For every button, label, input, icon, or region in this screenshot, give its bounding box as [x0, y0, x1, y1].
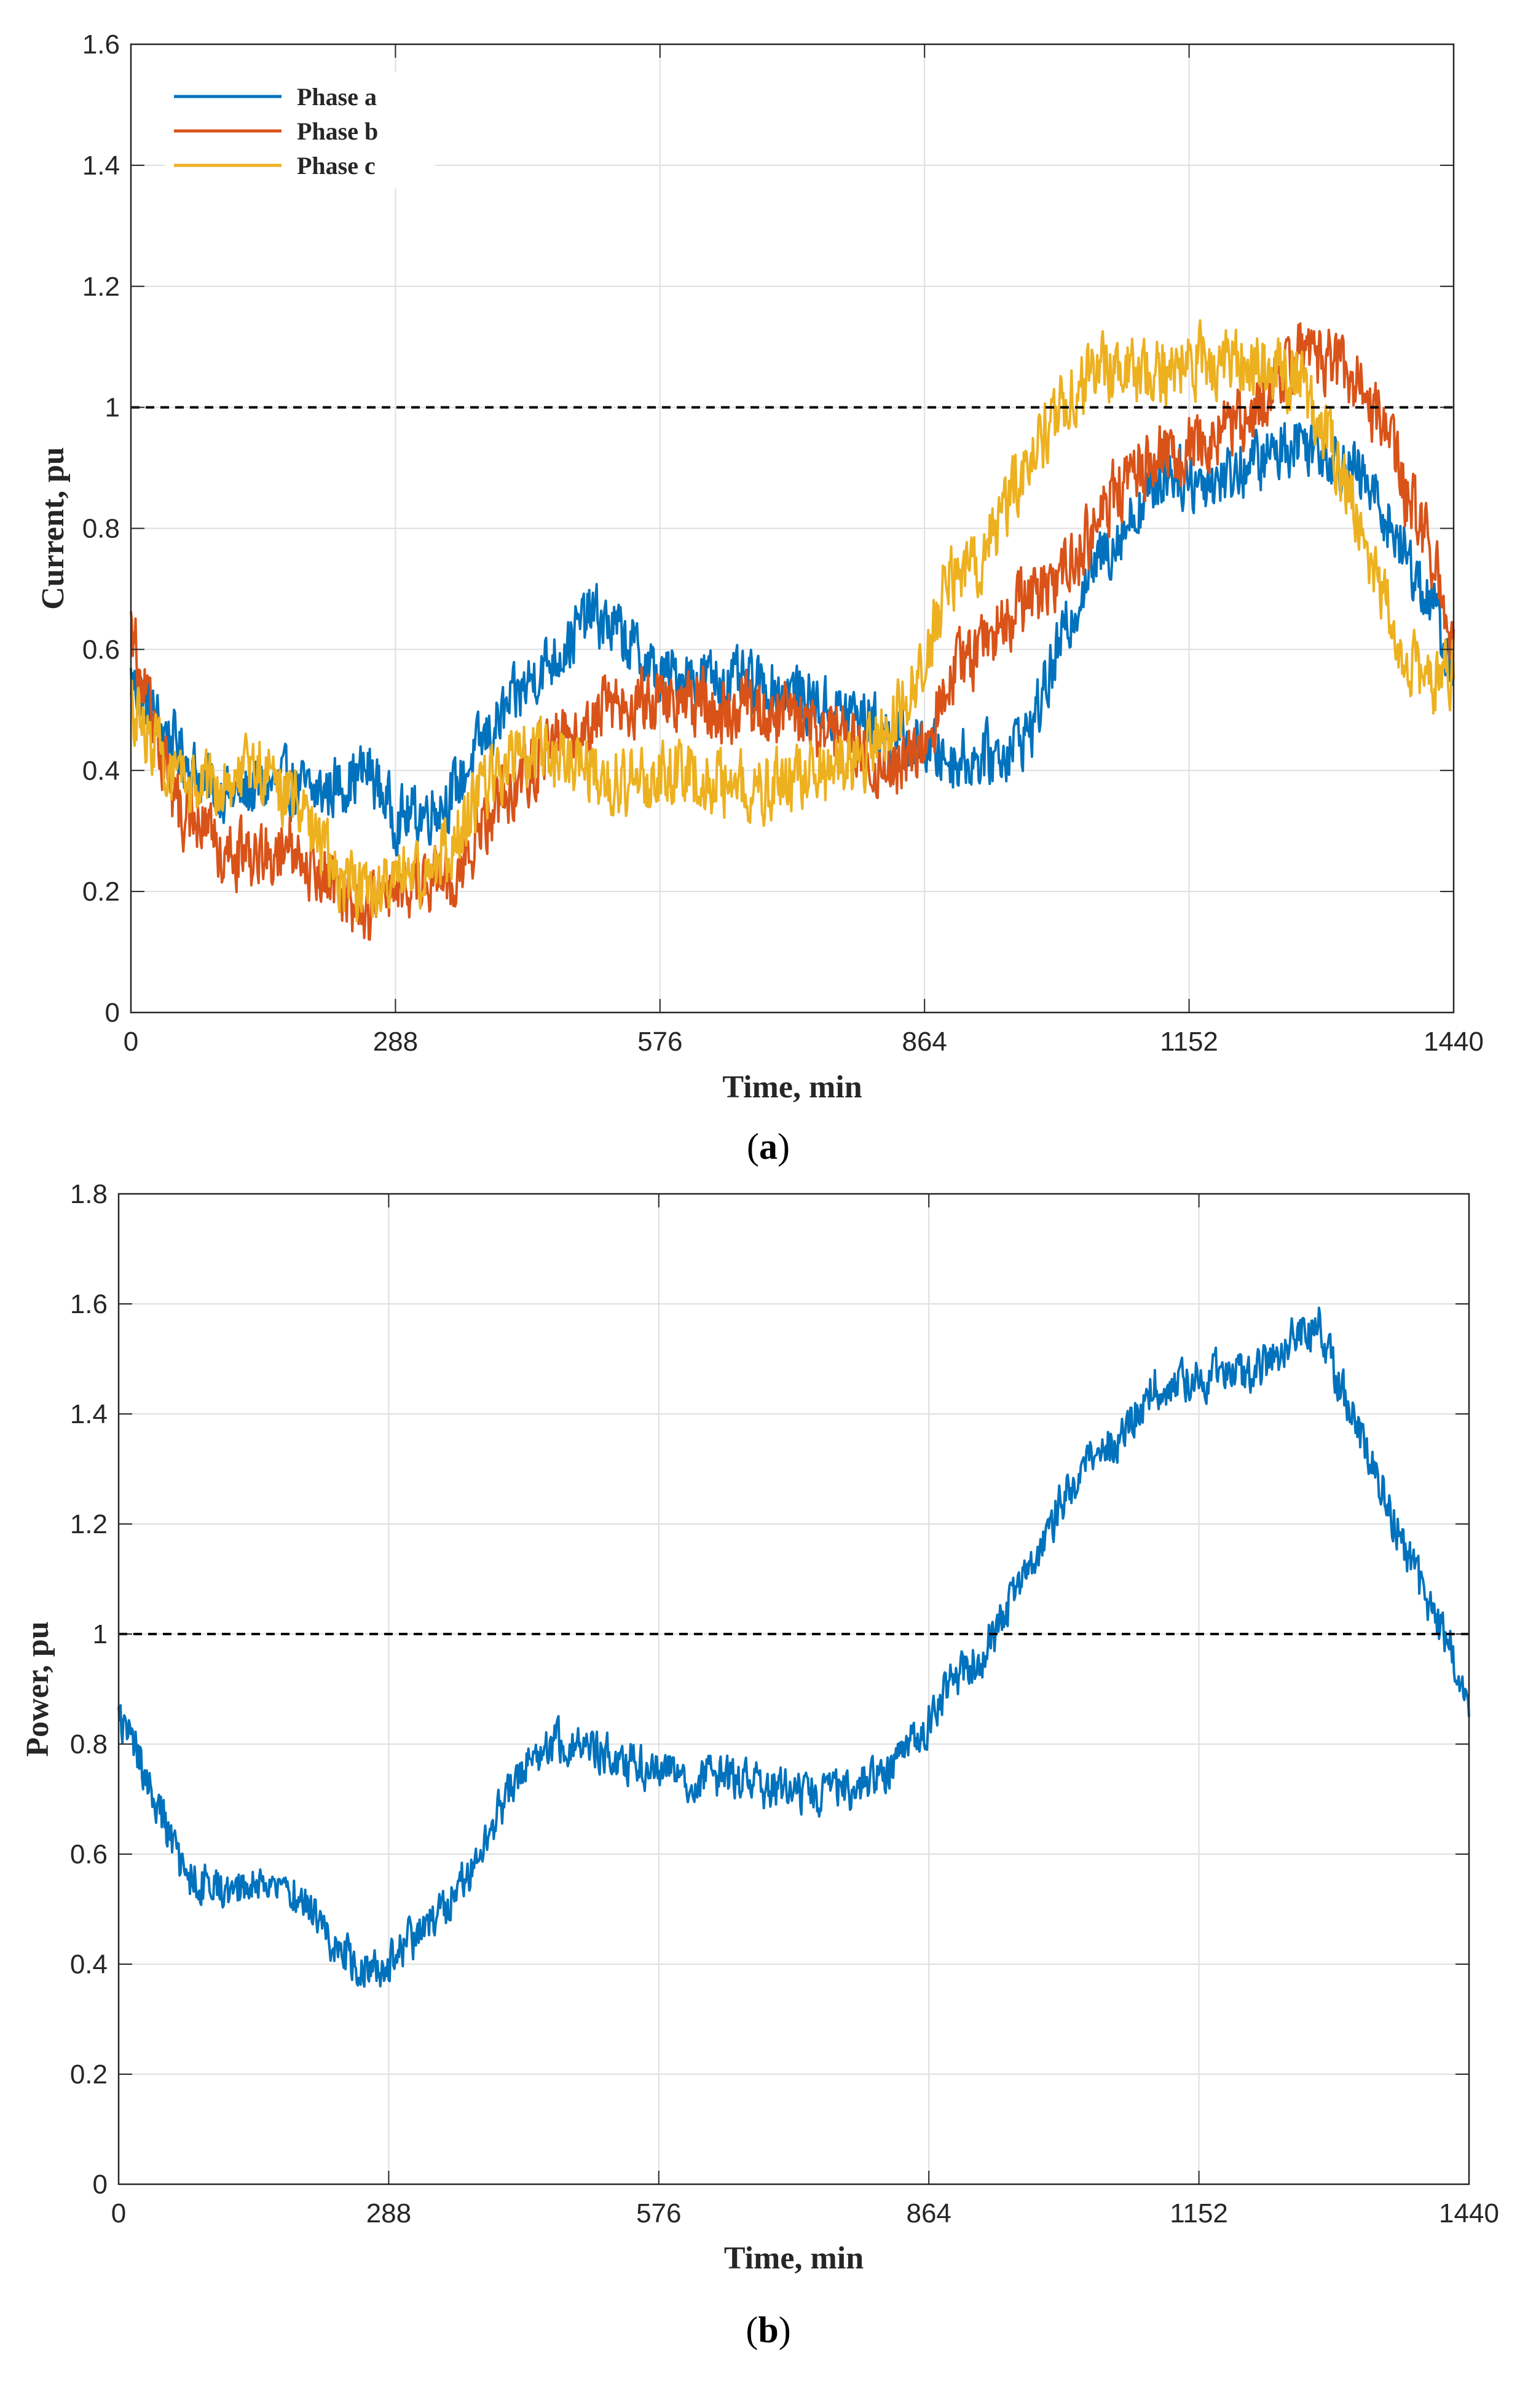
legend-label-phase-c: Phase c: [297, 152, 376, 180]
panel-b-ytick-label: 1.8: [70, 1179, 108, 1209]
panel-a-ytick-label: 1: [105, 393, 120, 423]
panel-b-xtick-label: 576: [636, 2198, 681, 2228]
panel-a-ticks: 0 288 576 864 1152 1440 0 0.2 0.4 0.6 0.8 1 1.2 1.4 1.…: [82, 30, 1484, 1057]
panel-b-xtick-label: 288: [366, 2198, 411, 2228]
panel-b-xtick-label: 0: [111, 2198, 126, 2228]
panel-b-xtick-label: 864: [906, 2198, 951, 2228]
panel-a-ytick-label: 0.8: [82, 514, 120, 544]
panel-a-xlabel: Time, min: [722, 1070, 862, 1105]
panel-b-ylabel: Power, pu: [20, 1621, 55, 1757]
panel-b-ytick-label: 0.4: [70, 1949, 108, 1980]
panel-b-xlabel: Time, min: [724, 2241, 864, 2276]
panel-b-series-power: [117, 1306, 1470, 1988]
panel-b-axes-box: [117, 1193, 1470, 2185]
panel-b-ytick-label: 0.6: [70, 1839, 108, 1869]
panel-a-legend: Phase a Phase b Phase c: [165, 72, 435, 189]
panel-a-ytick-label: 1.4: [82, 151, 120, 181]
panel-a-xtick-label: 864: [902, 1027, 947, 1057]
panel-a-xtick-label: 1440: [1424, 1027, 1484, 1057]
panel-b-xtick-label: 1440: [1439, 2198, 1499, 2228]
panel-a-xtick-label: 0: [124, 1027, 138, 1057]
panel-b-ytick-label: 1.2: [70, 1509, 108, 1539]
panel-a-ytick-label: 0.2: [82, 877, 120, 907]
panel-a-ytick-label: 0: [105, 998, 120, 1028]
panel-a-xtick-label: 1152: [1160, 1027, 1218, 1057]
panel-b: 0 288 576 864 1152 1440 0 0.2 0.4 0.6 0.8 1 1.2 1.4 1.…: [20, 1179, 1499, 2350]
panel-a-xtick-label: 576: [637, 1027, 682, 1057]
panel-b-xtick-label: 1152: [1170, 2198, 1228, 2228]
panel-b-ytick-label: 1.4: [70, 1399, 108, 1429]
panel-a-series: [130, 319, 1455, 941]
panel-a-caption-letter: a: [759, 1126, 778, 1167]
panel-a-ytick-label: 1.2: [82, 272, 120, 302]
panel-b-ytick-label: 1: [93, 1619, 108, 1649]
panel-a-series-phase-b: [130, 322, 1455, 941]
panel-b-ytick-label: 0.2: [70, 2059, 108, 2090]
panel-a-xtick-label: 288: [373, 1027, 418, 1057]
legend-label-phase-a: Phase a: [297, 83, 377, 111]
panel-a-ytick-label: 1.6: [82, 30, 120, 60]
legend-label-phase-b: Phase b: [297, 117, 378, 145]
panel-b-gridlines: [118, 1193, 1470, 2185]
panel-a-series-phase-c: [130, 319, 1455, 922]
panel-b-series: [117, 1306, 1470, 1988]
panel-b-ytick-label: 0: [93, 2169, 108, 2200]
panel-b-caption-letter: b: [758, 2310, 778, 2350]
panel-a-ytick-label: 0.4: [82, 756, 120, 786]
panel-a-caption: (a): [747, 1126, 790, 1167]
panel-a: 0 288 576 864 1152 1440 0 0.2 0.4 0.6 0.8 1 1.2 1.4 1.…: [36, 30, 1484, 1167]
panel-a-ytick-label: 0.6: [82, 634, 120, 665]
panel-b-ticks: 0 288 576 864 1152 1440 0 0.2 0.4 0.6 0.8 1 1.2 1.4 1.…: [70, 1179, 1499, 2228]
panel-a-ylabel: Current, pu: [36, 447, 71, 610]
panel-b-ytick-label: 1.6: [70, 1289, 108, 1319]
panel-a-series-phase-a: [130, 422, 1455, 857]
panel-b-caption: (b): [746, 2310, 790, 2350]
panel-b-ytick-label: 0.8: [70, 1729, 108, 1759]
